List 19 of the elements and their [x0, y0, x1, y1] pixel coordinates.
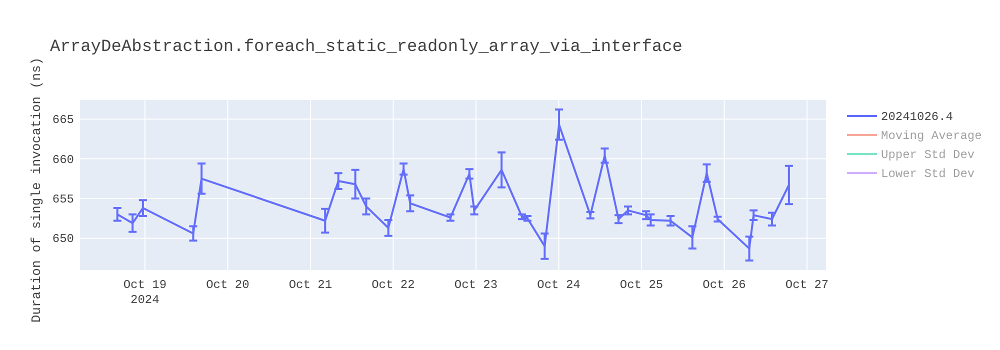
x-tick-label: Oct 24 [537, 278, 580, 292]
x-tick-label: Oct 19 2024 [123, 278, 167, 307]
y-tick-label: 650 [52, 232, 74, 246]
legend-label: 20241026.4 [881, 110, 954, 124]
legend-label: Lower Std Dev [881, 167, 975, 181]
y-axis-title: Duration of single invocation (ns) [29, 57, 44, 323]
x-tick-label: Oct 23 [454, 278, 498, 292]
x-tick-label: Oct 21 [288, 278, 332, 292]
x-tick-label: Oct 25 [620, 278, 664, 292]
y-tick-label: 655 [52, 192, 74, 207]
y-tick-label: 665 [52, 113, 74, 128]
x-tick-label: Oct 20 [206, 278, 250, 292]
x-tick-label: Oct 26 [702, 278, 746, 292]
legend-label: Moving Average [881, 129, 982, 143]
legend-label: Upper Std Dev [881, 148, 975, 162]
x-tick-label: Oct 22 [372, 278, 415, 292]
chart-title: ArrayDeAbstraction.foreach_static_readonly_array_via_interface [50, 38, 683, 57]
y-tick-label: 660 [52, 152, 74, 167]
x-tick-label: Oct 27 [785, 278, 829, 292]
